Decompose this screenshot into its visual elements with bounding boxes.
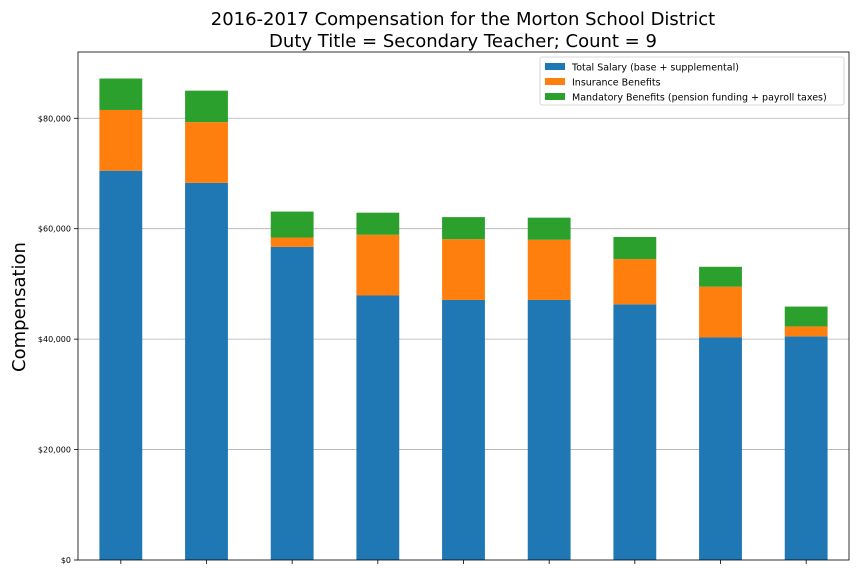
y-tick-label: $60,000 xyxy=(38,225,71,234)
bar-segment-insurance xyxy=(699,286,742,338)
legend-swatch xyxy=(545,78,565,85)
bar-segment-salary xyxy=(699,337,742,560)
bar-segment-insurance xyxy=(613,259,657,305)
bar-segment-salary xyxy=(527,299,571,560)
bar-segment-insurance xyxy=(784,326,828,337)
bar-segment-mandatory xyxy=(442,217,485,240)
bar-segment-salary xyxy=(99,170,143,560)
bar-segment-mandatory xyxy=(270,211,314,238)
bar-segment-mandatory xyxy=(784,306,828,327)
bar-segment-insurance xyxy=(356,234,400,296)
legend: Total Salary (base + supplemental) Insura… xyxy=(539,56,845,106)
y-tick-label: $0 xyxy=(61,556,71,565)
bar-segment-insurance xyxy=(99,109,143,171)
legend-label: Mandatory Benefits (pension funding + pa… xyxy=(572,93,827,104)
y-tick-label: $40,000 xyxy=(38,335,71,344)
legend-label: Total Salary (base + supplemental) xyxy=(571,63,739,74)
bar-segment-insurance xyxy=(185,122,228,183)
bar-segment-salary xyxy=(784,336,828,560)
legend-label: Insurance Benefits xyxy=(572,78,661,89)
y-tick-label: $80,000 xyxy=(38,114,71,123)
chart-title-line-2: Duty Title = Secondary Teacher; Count = … xyxy=(269,31,657,52)
bar-segment-mandatory xyxy=(185,90,228,123)
bar-segment-mandatory xyxy=(99,78,143,110)
bars xyxy=(99,78,828,560)
bar-segment-salary xyxy=(270,246,314,560)
bar-segment-insurance xyxy=(527,239,571,300)
bar-segment-salary xyxy=(356,295,400,560)
bar-segment-mandatory xyxy=(356,212,400,235)
y-tick-label: $20,000 xyxy=(38,446,71,455)
bar-segment-salary xyxy=(613,304,657,560)
bar-segment-mandatory xyxy=(613,236,657,260)
bar-segment-mandatory xyxy=(527,217,571,240)
bar-segment-mandatory xyxy=(699,266,742,287)
legend-swatch xyxy=(545,63,565,70)
bar-segment-salary xyxy=(442,299,485,560)
plot-frame xyxy=(77,51,850,561)
legend-box xyxy=(539,56,845,106)
chart-title-line-1: 2016-2017 Compensation for the Morton Sc… xyxy=(211,9,715,30)
legend-swatch xyxy=(545,93,565,100)
bar-segment-salary xyxy=(185,182,228,560)
y-axis-label: Compensation xyxy=(9,242,30,372)
bar-segment-insurance xyxy=(442,239,485,300)
bar-segment-insurance xyxy=(270,237,314,247)
axes: $0 $20,000 $40,000 $60,000 $80,000 xyxy=(38,51,850,565)
